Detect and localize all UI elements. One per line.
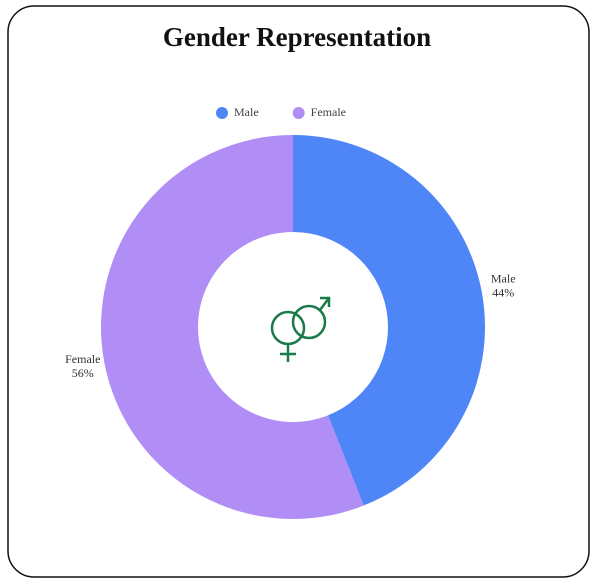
gender-icon — [270, 296, 331, 362]
legend-swatch — [216, 107, 228, 119]
donut-slice — [101, 135, 364, 519]
chart-title: Gender Representation — [163, 22, 431, 52]
donut — [101, 135, 486, 519]
slice-label: Female — [65, 352, 100, 366]
legend-label: Female — [311, 105, 346, 119]
slice-value-label: 44% — [492, 286, 514, 300]
legend-label: Male — [234, 105, 259, 119]
legend-swatch — [292, 107, 305, 119]
donut-slice — [293, 135, 486, 506]
slice-value-label: 56% — [72, 366, 94, 380]
slice-label: Male — [491, 272, 516, 286]
